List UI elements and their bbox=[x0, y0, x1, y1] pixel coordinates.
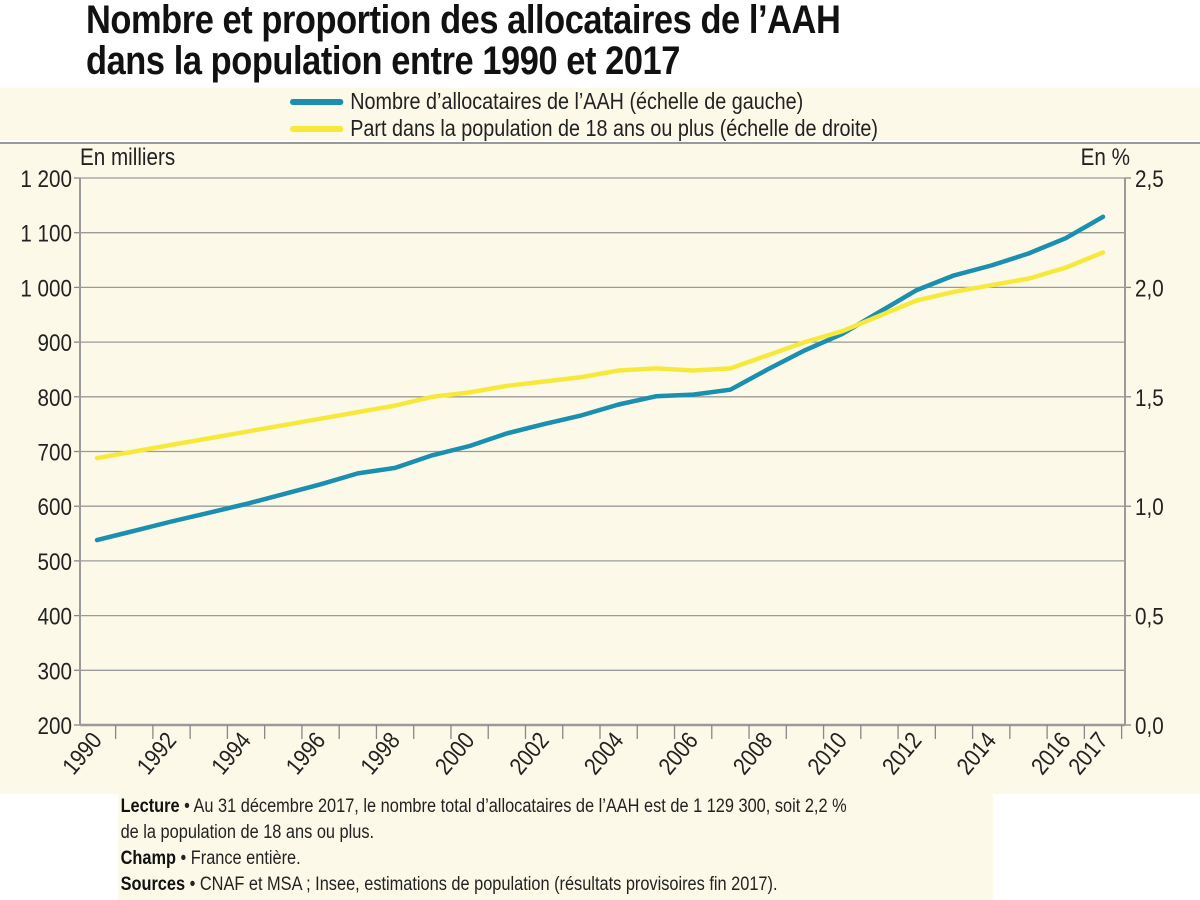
x-tick-label: 2010 bbox=[802, 727, 852, 779]
x-tick-label: 2002 bbox=[504, 727, 554, 779]
legend-item-count: Nombre d’allocataires de l’AAH (échelle … bbox=[290, 88, 878, 115]
x-tick-label: 2017 bbox=[1063, 727, 1113, 779]
y-tick-label-right: 1,5 bbox=[1135, 384, 1164, 411]
note-sources: Sources • CNAF et MSA ; Insee, estimatio… bbox=[118, 872, 871, 898]
x-tick-label: 2014 bbox=[951, 727, 1001, 779]
legend-label: Part dans la population de 18 ans ou plu… bbox=[350, 115, 879, 141]
legend-swatch-blue bbox=[290, 98, 344, 105]
x-tick-label: 1998 bbox=[355, 727, 405, 779]
series-line-count bbox=[94, 214, 1106, 543]
legend-item-share: Part dans la population de 18 ans ou plu… bbox=[290, 115, 878, 142]
note-text: • France entière. bbox=[175, 848, 301, 869]
y-tick-label-left: 800 bbox=[38, 384, 72, 411]
x-tick-label: 1996 bbox=[281, 727, 331, 779]
y-tick-label-left: 300 bbox=[38, 658, 72, 685]
note-lecture: Lecture • Au 31 décembre 2017, le nombre… bbox=[118, 794, 871, 820]
plot-background bbox=[0, 142, 1200, 794]
y-axis-title-left: En milliers bbox=[80, 144, 175, 171]
note-lecture-cont: de la population de 18 ans ou plus. bbox=[118, 820, 871, 846]
x-tick-label: 2000 bbox=[430, 727, 480, 779]
y-tick-label-left: 600 bbox=[38, 494, 72, 521]
y-tick-label-left: 200 bbox=[38, 713, 72, 740]
y-tick-label-left: 700 bbox=[38, 439, 72, 466]
note-label: Lecture bbox=[120, 796, 180, 817]
series-line-share bbox=[94, 250, 1106, 461]
y-tick-label-right: 1,0 bbox=[1135, 494, 1164, 521]
x-tick-label: 1994 bbox=[206, 727, 256, 779]
title-line-2: dans la population entre 1990 et 2017 bbox=[86, 39, 680, 83]
x-tick-label: 2016 bbox=[1026, 727, 1076, 779]
note-champ: Champ • France entière. bbox=[118, 846, 871, 872]
y-tick-label-right: 2,5 bbox=[1135, 166, 1164, 193]
x-tick-label: 1992 bbox=[132, 727, 182, 779]
note-text: • CNAF et MSA ; Insee, estimations de po… bbox=[185, 874, 778, 895]
x-tick-label: 2006 bbox=[653, 727, 703, 779]
y-tick-label-left: 500 bbox=[38, 548, 72, 575]
y-tick-label-left: 1 000 bbox=[20, 275, 72, 302]
y-tick-label-left: 1 100 bbox=[20, 220, 72, 247]
legend-swatch-yellow bbox=[290, 125, 344, 132]
x-tick-label: 2008 bbox=[728, 727, 778, 779]
x-tick-label: 2004 bbox=[579, 727, 629, 779]
y-tick-label-right: 0,0 bbox=[1135, 713, 1164, 740]
note-text: • Au 31 décembre 2017, le nombre total d… bbox=[179, 796, 847, 817]
y-tick-label-right: 0,5 bbox=[1135, 603, 1164, 630]
note-label: Sources bbox=[120, 874, 186, 895]
legend-label: Nombre d’allocataires de l’AAH (échelle … bbox=[350, 88, 804, 114]
notes-box: Lecture • Au 31 décembre 2017, le nombre… bbox=[118, 794, 993, 900]
y-tick-label-right: 2,0 bbox=[1135, 275, 1164, 302]
chart-title: Nombre et proportion des allocataires de… bbox=[86, 0, 841, 83]
y-tick-label-left: 900 bbox=[38, 330, 72, 357]
y-axis-title-right: En % bbox=[1081, 144, 1130, 171]
x-tick-label: 2012 bbox=[877, 727, 927, 779]
note-label: Champ bbox=[120, 848, 176, 869]
title-line-1: Nombre et proportion des allocataires de… bbox=[86, 0, 841, 42]
y-tick-label-left: 400 bbox=[38, 603, 72, 630]
note-text: de la population de 18 ans ou plus. bbox=[120, 822, 375, 843]
legend: Nombre d’allocataires de l’AAH (échelle … bbox=[290, 88, 878, 142]
y-tick-label-left: 1 200 bbox=[20, 166, 72, 193]
legend-background bbox=[0, 88, 1200, 140]
